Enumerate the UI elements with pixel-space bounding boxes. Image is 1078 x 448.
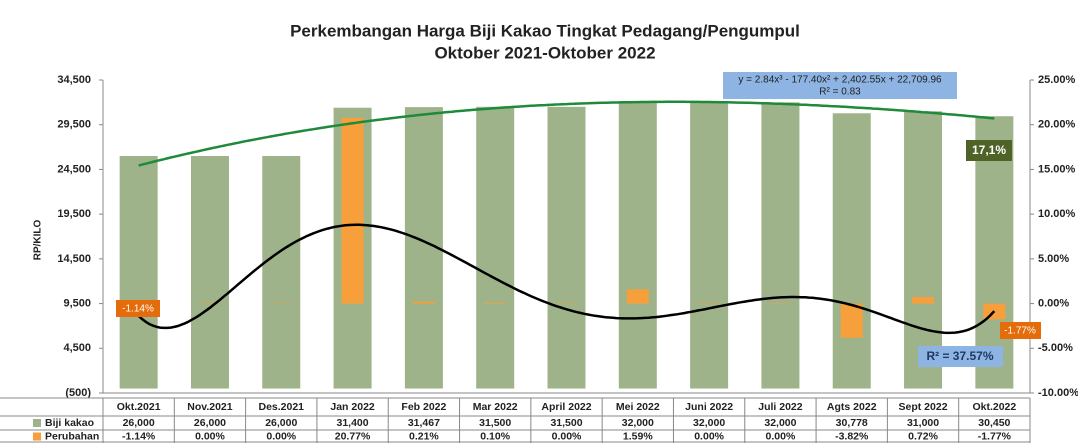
x-tick-label: Juni 2022 bbox=[685, 401, 733, 413]
table-value: 0.10% bbox=[480, 430, 510, 442]
bar bbox=[270, 303, 293, 305]
equation: y = 2.84x³ - 177.40x² + 2,402.55x + 22,7… bbox=[738, 75, 942, 86]
y-tick-label: 24,500 bbox=[57, 163, 91, 175]
bar bbox=[262, 156, 301, 389]
x-tick-label: Agts 2022 bbox=[827, 401, 877, 413]
y-tick-label: 14,500 bbox=[57, 253, 91, 265]
y2-tick-label: -10.00% bbox=[1038, 387, 1078, 399]
legend-swatch bbox=[33, 432, 41, 441]
table-value: 31,400 bbox=[337, 417, 369, 429]
legend-label: Biji kakao bbox=[45, 417, 94, 429]
bar bbox=[698, 303, 721, 305]
bar bbox=[912, 297, 935, 304]
table-value: 1.59% bbox=[623, 430, 653, 442]
equation-box bbox=[723, 72, 957, 99]
y2-tick-label: -5.00% bbox=[1038, 342, 1073, 354]
y-tick-label: 9,500 bbox=[63, 297, 91, 309]
table-value: 31,500 bbox=[550, 417, 582, 429]
y2-tick-label: 25.00% bbox=[1038, 74, 1076, 86]
y2-tick-label: 10.00% bbox=[1038, 208, 1076, 220]
x-tick-label: Jan 2022 bbox=[330, 401, 375, 413]
chart-subtitle: Oktober 2021-Oktober 2022 bbox=[434, 43, 655, 62]
x-tick-label: Nov.2021 bbox=[187, 401, 232, 413]
table-value: 31,500 bbox=[479, 417, 511, 429]
r2-box bbox=[918, 346, 1003, 367]
table-value: 0.00% bbox=[694, 430, 724, 442]
callout-box bbox=[966, 140, 1012, 161]
bar bbox=[547, 106, 586, 389]
table-value: 0.00% bbox=[766, 430, 796, 442]
x-tick-label: Okt.2021 bbox=[117, 401, 161, 413]
bar bbox=[618, 102, 657, 389]
table-value: 26,000 bbox=[265, 417, 297, 429]
chart-title: Perkembangan Harga Biji Kakao Tingkat Pe… bbox=[290, 21, 800, 40]
callout-box bbox=[116, 300, 160, 317]
bar bbox=[769, 303, 792, 305]
bar bbox=[761, 102, 800, 389]
bar bbox=[832, 113, 871, 389]
table-value: 0.00% bbox=[266, 430, 296, 442]
x-tick-label: Mar 2022 bbox=[473, 401, 518, 413]
table-value: 32,000 bbox=[693, 417, 725, 429]
bar bbox=[190, 156, 229, 389]
table-value: -1.77% bbox=[978, 430, 1012, 442]
bar bbox=[840, 303, 863, 338]
x-tick-label: Feb 2022 bbox=[401, 401, 446, 413]
bar bbox=[341, 117, 364, 304]
table-value: 0.00% bbox=[552, 430, 582, 442]
y-tick-label: 34,500 bbox=[57, 74, 91, 86]
table-value: 26,000 bbox=[123, 417, 155, 429]
bar bbox=[904, 111, 943, 389]
callout: 17,1% bbox=[972, 143, 1006, 157]
bar bbox=[119, 156, 158, 389]
bar bbox=[690, 102, 729, 389]
r-squared: R² = 37.57% bbox=[926, 349, 993, 363]
y-tick-label: 19,500 bbox=[57, 208, 91, 220]
bar bbox=[484, 302, 507, 304]
r-squared: R² = 0.83 bbox=[819, 87, 861, 98]
table-value: -3.82% bbox=[835, 430, 869, 442]
table-value: 30,450 bbox=[978, 417, 1010, 429]
table-value: 32,000 bbox=[622, 417, 654, 429]
table-value: 0.00% bbox=[195, 430, 225, 442]
callout-box bbox=[1000, 322, 1041, 339]
table-value: 32,000 bbox=[764, 417, 796, 429]
bar bbox=[476, 106, 515, 389]
x-tick-label: Des.2021 bbox=[258, 401, 304, 413]
bar bbox=[975, 116, 1014, 389]
table-value: -1.14% bbox=[122, 430, 156, 442]
y2-tick-label: 20.00% bbox=[1038, 119, 1076, 131]
x-tick-label: Sept 2022 bbox=[899, 401, 948, 413]
bar bbox=[198, 303, 221, 305]
table-value: 31,000 bbox=[907, 417, 939, 429]
x-tick-label: Mei 2022 bbox=[616, 401, 660, 413]
legend-label: Perubahan bbox=[45, 430, 99, 442]
trendline bbox=[137, 223, 996, 335]
table-value: 30,778 bbox=[836, 417, 868, 429]
y-tick-label: 4,500 bbox=[63, 342, 91, 354]
legend-swatch bbox=[33, 419, 41, 427]
x-tick-label: Juli 2022 bbox=[758, 401, 803, 413]
bar bbox=[626, 289, 649, 304]
x-tick-label: Okt.2022 bbox=[972, 401, 1016, 413]
y2-tick-label: 15.00% bbox=[1038, 163, 1076, 175]
table-value: 0.21% bbox=[409, 430, 439, 442]
y2-tick-label: 5.00% bbox=[1038, 253, 1069, 265]
y-tick-label: 29,500 bbox=[57, 119, 91, 131]
table-value: 26,000 bbox=[194, 417, 226, 429]
table-value: 31,467 bbox=[408, 417, 440, 429]
table-value: 0.72% bbox=[908, 430, 938, 442]
y2-tick-label: 0.00% bbox=[1038, 297, 1069, 309]
callout: -1.14% bbox=[122, 304, 154, 315]
y-axis-label: RP/KILO bbox=[33, 220, 44, 261]
bar bbox=[412, 301, 435, 304]
bar bbox=[555, 303, 578, 305]
table-value: 20.77% bbox=[335, 430, 371, 442]
callout: -1.77% bbox=[1004, 326, 1036, 337]
y-tick-label: (500) bbox=[65, 387, 91, 399]
x-tick-label: April 2022 bbox=[541, 401, 591, 413]
trendline bbox=[138, 100, 995, 167]
